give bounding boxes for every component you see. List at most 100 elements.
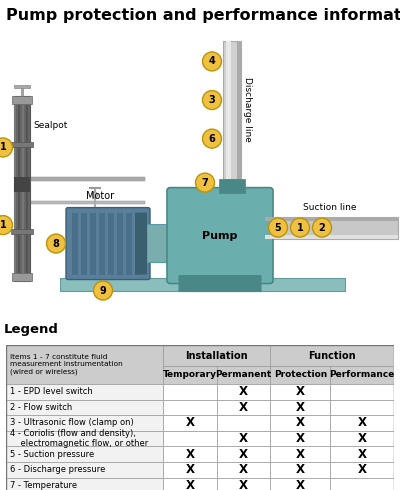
Bar	[330, 431, 394, 446]
Bar	[217, 477, 270, 490]
Text: 6: 6	[209, 134, 215, 144]
Bar	[18, 96, 20, 281]
Bar	[14, 96, 30, 281]
Circle shape	[202, 91, 222, 110]
Bar	[223, 41, 241, 179]
Bar	[330, 366, 394, 384]
Text: Legend: Legend	[4, 323, 59, 336]
Text: X: X	[296, 479, 305, 490]
Bar	[265, 217, 398, 221]
Circle shape	[92, 192, 98, 198]
Text: Motor: Motor	[86, 191, 114, 200]
Text: 4 - Coriolis (flow and density),
    electromagnetic flow, or other: 4 - Coriolis (flow and density), electro…	[10, 429, 148, 448]
Bar	[12, 272, 32, 281]
Text: Protection: Protection	[274, 370, 327, 379]
Bar	[330, 384, 394, 399]
Text: X: X	[296, 447, 305, 461]
Bar	[217, 431, 270, 446]
Text: Suction line: Suction line	[303, 202, 357, 212]
Bar	[90, 213, 96, 274]
Bar	[14, 96, 16, 281]
Bar	[270, 415, 330, 431]
Text: X: X	[296, 463, 305, 476]
Bar	[135, 213, 141, 274]
Bar	[270, 431, 330, 446]
Text: 1: 1	[0, 143, 6, 152]
Text: X: X	[186, 479, 194, 490]
Text: X: X	[296, 385, 305, 398]
Bar	[117, 213, 123, 274]
Text: X: X	[239, 401, 248, 414]
Bar	[6, 345, 163, 384]
Text: X: X	[296, 416, 305, 429]
Bar	[163, 415, 217, 431]
Circle shape	[94, 281, 112, 300]
FancyBboxPatch shape	[66, 208, 150, 279]
Bar	[108, 213, 114, 274]
Text: 5: 5	[275, 222, 281, 233]
Text: Installation: Installation	[185, 351, 248, 361]
Circle shape	[202, 129, 222, 148]
Bar	[330, 462, 394, 477]
Text: 1: 1	[297, 222, 303, 233]
Bar	[22, 96, 24, 281]
Bar	[237, 41, 241, 179]
Bar	[126, 213, 132, 274]
Text: X: X	[358, 432, 367, 445]
FancyBboxPatch shape	[147, 224, 171, 263]
Bar	[30, 177, 145, 181]
Text: 2 - Flow switch: 2 - Flow switch	[10, 403, 72, 412]
Text: Temporary: Temporary	[163, 370, 217, 379]
Text: X: X	[239, 432, 248, 445]
Bar	[163, 366, 217, 384]
Text: 1: 1	[0, 220, 6, 230]
Bar	[163, 399, 217, 415]
Bar	[14, 85, 30, 88]
Bar	[270, 345, 394, 366]
Text: Discharge line: Discharge line	[243, 77, 252, 142]
Bar	[270, 399, 330, 415]
Bar	[6, 431, 163, 446]
FancyBboxPatch shape	[179, 275, 261, 292]
Text: X: X	[186, 447, 194, 461]
Circle shape	[312, 218, 332, 237]
Bar	[12, 96, 32, 104]
Bar	[6, 415, 163, 431]
Bar	[270, 366, 330, 384]
Text: X: X	[358, 463, 367, 476]
Text: X: X	[239, 479, 248, 490]
Bar	[99, 213, 105, 274]
FancyBboxPatch shape	[167, 188, 273, 284]
Text: Sealpot: Sealpot	[33, 121, 67, 130]
Circle shape	[46, 234, 66, 253]
Bar	[30, 201, 145, 204]
Bar	[81, 213, 87, 274]
Text: Permanent: Permanent	[215, 370, 272, 379]
Bar	[270, 384, 330, 399]
Bar	[14, 177, 30, 192]
Bar	[21, 88, 23, 96]
Text: Function: Function	[308, 351, 356, 361]
Bar	[163, 462, 217, 477]
Bar	[26, 96, 28, 281]
Bar	[217, 399, 270, 415]
Bar	[217, 462, 270, 477]
Text: X: X	[239, 447, 248, 461]
Text: 1 - EPD level switch: 1 - EPD level switch	[10, 387, 93, 396]
Text: X: X	[358, 447, 367, 461]
Bar	[265, 217, 398, 239]
Bar	[163, 477, 217, 490]
Bar	[6, 462, 163, 477]
Bar	[11, 143, 33, 147]
Bar	[217, 384, 270, 399]
Text: 3 - Ultrasonic flow (clamp on): 3 - Ultrasonic flow (clamp on)	[10, 418, 134, 427]
Bar	[270, 446, 330, 462]
Text: X: X	[186, 463, 194, 476]
Bar	[11, 229, 33, 234]
Circle shape	[202, 52, 222, 71]
Bar	[270, 462, 330, 477]
Bar	[219, 179, 245, 193]
Text: 6 - Discharge pressure: 6 - Discharge pressure	[10, 465, 105, 474]
Circle shape	[268, 218, 288, 237]
Bar	[226, 41, 231, 179]
